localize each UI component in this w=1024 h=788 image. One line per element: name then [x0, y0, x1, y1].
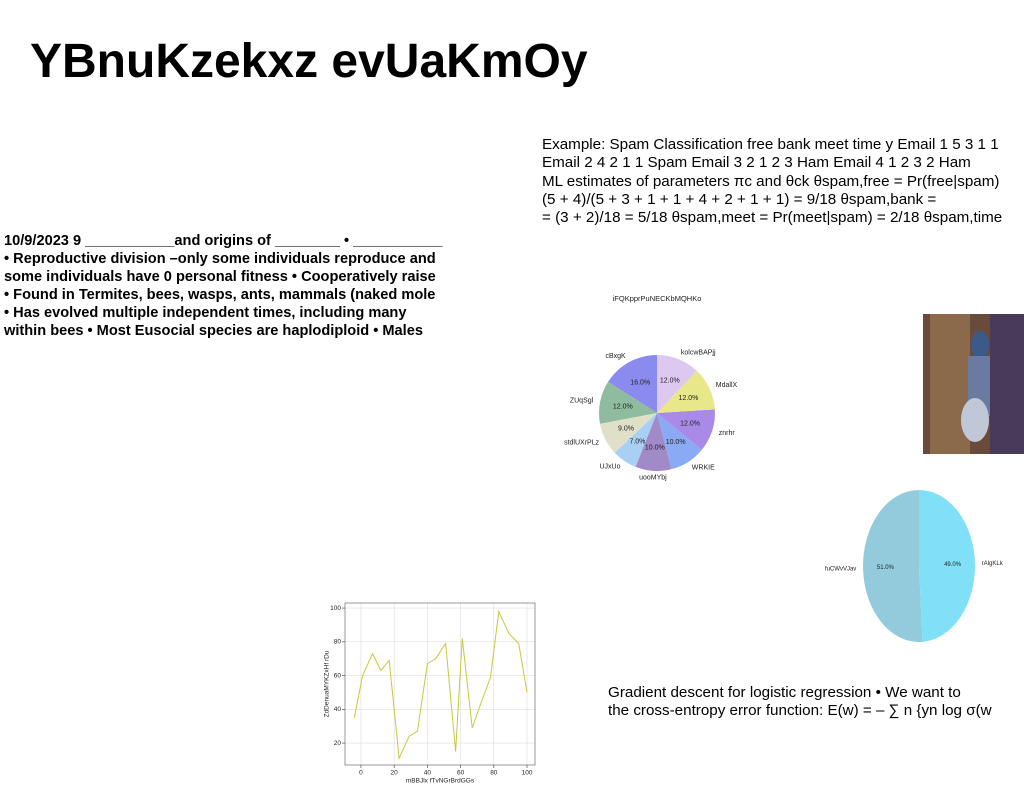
text-line: ML estimates of parameters πc and θck θs… [542, 172, 1000, 190]
text-line: 10/9/2023 9 ___________and origins of __… [4, 233, 443, 249]
slice-label: ZUqSgl [570, 398, 594, 405]
plot-frame [344, 602, 536, 766]
slice-label: stdlUXrPLz [564, 439, 600, 446]
pie-slice [600, 413, 657, 453]
pie-slice [635, 413, 672, 471]
y-tick-label: 40 [334, 706, 342, 713]
slice-value-label: 16.0% [630, 379, 650, 386]
left-text: 10/9/2023 9 ___________and origins of __… [4, 232, 442, 340]
slice-value-label: 12.0% [680, 421, 700, 428]
slice-value-label: 10.0% [645, 445, 665, 452]
slice-label: cBxgK [605, 353, 626, 360]
photo [923, 314, 1024, 454]
slice-value-label: 10.0% [666, 439, 686, 446]
text-line: • Found in Termites, bees, wasps, ants, … [4, 287, 436, 303]
y-tick-label: 100 [330, 605, 341, 612]
y-axis-label: ZdDenuaMYKZxHf rDu [324, 650, 331, 717]
text-line: some individuals have 0 personal fitness… [4, 269, 436, 285]
slice-label: rAlgKLk [982, 561, 1004, 567]
pie-slice [657, 370, 715, 413]
slice-value-label: 7.0% [629, 439, 645, 446]
pie-slice [657, 409, 715, 450]
y-tick-label: 20 [334, 740, 342, 747]
slice-label: znrhr [719, 430, 736, 437]
y-tick-label: 80 [334, 639, 342, 646]
pie-slice [657, 355, 697, 413]
x-tick-label: 80 [490, 770, 498, 777]
text-line: the cross-entropy error function: E(w) =… [608, 702, 992, 720]
slide-title: YBnuKzekxz evUaKmOy [30, 35, 588, 88]
x-tick-label: 60 [457, 770, 465, 777]
slice-value-label: 12.0% [613, 403, 633, 410]
text-line: Gradient descent for logistic regression… [608, 684, 961, 701]
pie-slice [863, 490, 923, 642]
slice-label: WRKIE [692, 465, 715, 472]
pie-slice [657, 413, 702, 470]
pie-slice [599, 381, 657, 424]
slice-label: UJxUo [599, 464, 620, 471]
text-line: (5 + 4)/(5 + 3 + 1 + 1 + 4 + 2 + 1 + 1) … [542, 190, 937, 208]
text-line: Example: Spam Classification free bank m… [542, 136, 999, 153]
slice-value-label: 9.0% [618, 426, 634, 433]
x-tick-label: 0 [359, 770, 363, 777]
right-text: Example: Spam Classification free bank m… [542, 136, 1002, 227]
line-series [353, 609, 528, 761]
slice-label: kolcwBAPjj [681, 349, 716, 356]
x-tick-label: 20 [391, 770, 399, 777]
chart-title: iFQKpprPuNECKbMQHKo [613, 294, 702, 303]
pie-slice [919, 490, 976, 642]
slice-value-label: 49.0% [944, 562, 962, 568]
text-line: • Reproductive division –only some indiv… [4, 251, 436, 267]
slice-label: MdallX [716, 382, 738, 389]
slice-label: uooMYbj [639, 475, 667, 482]
y-tick-label: 60 [334, 672, 342, 679]
x-axis-label: mBBJlx fTvNGrBrdGGs [406, 778, 475, 785]
slice-value-label: 12.0% [660, 377, 680, 384]
slice-value-label: 12.0% [679, 395, 699, 402]
pie-slice [608, 355, 657, 413]
text-line: = (3 + 2)/18 = 5/18 θspam,meet = Pr(meet… [542, 209, 1003, 227]
text-line: within bees • Most Eusocial species are … [4, 323, 423, 339]
slice-label: fuCWvVJav [825, 566, 856, 572]
pie-slice [614, 413, 657, 467]
text-line: Email 2 4 2 1 1 Spam Email 3 2 1 2 3 Ham… [542, 154, 971, 172]
x-tick-label: 100 [522, 770, 533, 777]
x-tick-label: 40 [424, 770, 432, 777]
bottom-text: Gradient descent for logistic regression… [608, 684, 992, 721]
text-line: • Has evolved multiple independent times… [4, 305, 407, 321]
slice-value-label: 51.0% [877, 565, 895, 571]
